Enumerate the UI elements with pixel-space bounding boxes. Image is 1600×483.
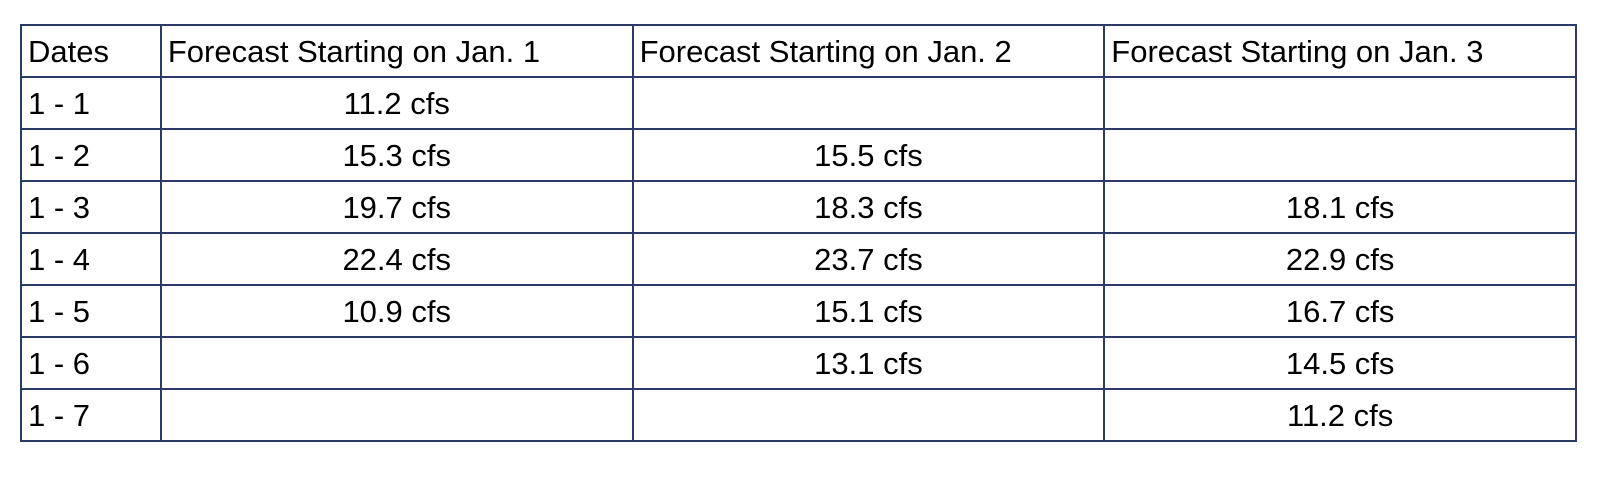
- date-cell: 1 - 4: [20, 232, 162, 286]
- date-cell: 1 - 1: [20, 76, 162, 130]
- forecast-jan-3-cell: 18.1 cfs: [1103, 180, 1577, 234]
- forecast-jan-3-cell: [1103, 76, 1577, 130]
- table-header-row: Dates Forecast Starting on Jan. 1 Foreca…: [20, 24, 1577, 78]
- forecast-jan-3-cell: 16.7 cfs: [1103, 284, 1577, 338]
- table-row: 1 - 7 11.2 cfs: [20, 388, 1577, 442]
- date-cell: 1 - 2: [20, 128, 162, 182]
- date-cell: 1 - 6: [20, 336, 162, 390]
- forecast-jan-1-cell: [159, 336, 634, 390]
- forecast-jan-2-cell: 23.7 cfs: [631, 232, 1106, 286]
- forecast-jan-3-cell: 14.5 cfs: [1103, 336, 1577, 390]
- forecast-jan-3-cell: [1103, 128, 1577, 182]
- forecast-jan-1-cell: 22.4 cfs: [159, 232, 634, 286]
- forecast-jan-1-cell: 15.3 cfs: [159, 128, 634, 182]
- forecast-jan-2-cell: 13.1 cfs: [631, 336, 1106, 390]
- table-row: 1 - 2 15.3 cfs 15.5 cfs: [20, 128, 1577, 182]
- header-forecast-jan-3: Forecast Starting on Jan. 3: [1103, 24, 1577, 78]
- table-row: 1 - 3 19.7 cfs 18.3 cfs 18.1 cfs: [20, 180, 1577, 234]
- forecast-jan-2-cell: [631, 388, 1106, 442]
- forecast-jan-3-cell: 22.9 cfs: [1103, 232, 1577, 286]
- header-forecast-jan-2: Forecast Starting on Jan. 2: [631, 24, 1106, 78]
- forecast-table: Dates Forecast Starting on Jan. 1 Foreca…: [20, 24, 1577, 442]
- forecast-jan-2-cell: [631, 76, 1106, 130]
- table-row: 1 - 1 11.2 cfs: [20, 76, 1577, 130]
- forecast-jan-2-cell: 18.3 cfs: [631, 180, 1106, 234]
- table-row: 1 - 5 10.9 cfs 15.1 cfs 16.7 cfs: [20, 284, 1577, 338]
- date-cell: 1 - 7: [20, 388, 162, 442]
- forecast-jan-1-cell: 11.2 cfs: [159, 76, 634, 130]
- forecast-jan-1-cell: [159, 388, 634, 442]
- forecast-jan-1-cell: 10.9 cfs: [159, 284, 634, 338]
- forecast-jan-2-cell: 15.1 cfs: [631, 284, 1106, 338]
- date-cell: 1 - 3: [20, 180, 162, 234]
- table-row: 1 - 6 13.1 cfs 14.5 cfs: [20, 336, 1577, 390]
- forecast-jan-2-cell: 15.5 cfs: [631, 128, 1106, 182]
- date-cell: 1 - 5: [20, 284, 162, 338]
- header-forecast-jan-1: Forecast Starting on Jan. 1: [159, 24, 634, 78]
- header-dates: Dates: [20, 24, 162, 78]
- table-row: 1 - 4 22.4 cfs 23.7 cfs 22.9 cfs: [20, 232, 1577, 286]
- forecast-jan-3-cell: 11.2 cfs: [1103, 388, 1577, 442]
- forecast-jan-1-cell: 19.7 cfs: [159, 180, 634, 234]
